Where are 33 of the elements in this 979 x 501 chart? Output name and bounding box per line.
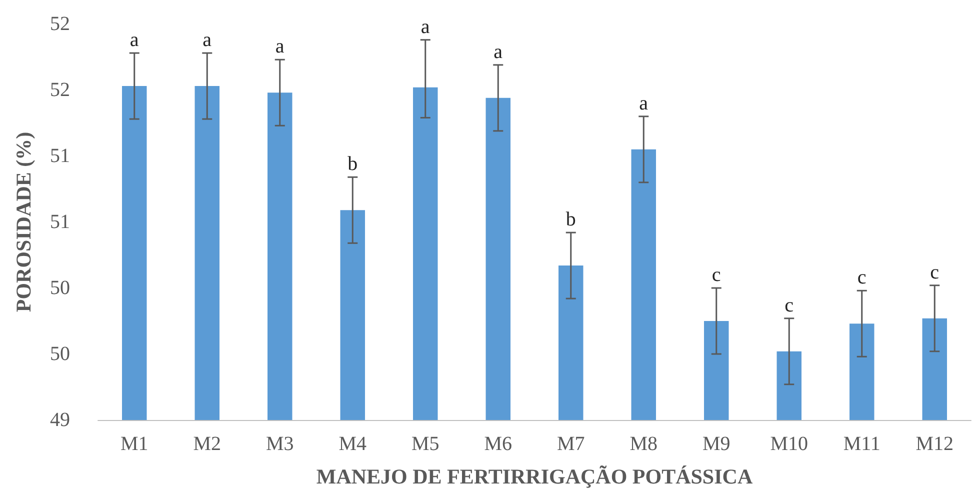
x-tick-label: M10	[770, 433, 808, 455]
y-tick-label: 51	[50, 145, 70, 167]
x-tick-label: M8	[630, 433, 658, 455]
y-axis-title: POROSIDADE (%)	[12, 132, 36, 312]
annotation: c	[930, 261, 940, 284]
y-tick-label: 49	[50, 409, 70, 431]
x-tick-label: M7	[556, 433, 585, 455]
x-tick-label: M2	[193, 433, 222, 455]
annotation: c	[784, 294, 794, 316]
annotation: a	[420, 16, 430, 38]
annotation: a	[130, 29, 139, 52]
y-tick-label: 52	[50, 79, 70, 101]
x-tick-label: M9	[702, 433, 730, 455]
annotation: a	[494, 40, 503, 63]
x-tick-label: M4	[338, 433, 367, 455]
y-tick-label: 52	[50, 13, 70, 35]
x-tick-label: M11	[843, 433, 880, 455]
annotation: b	[348, 153, 358, 176]
x-tick-label: M6	[484, 433, 512, 455]
y-tick-label: 50	[50, 277, 70, 299]
annotation: a	[202, 29, 212, 52]
annotation: c	[857, 266, 866, 289]
annotation: c	[712, 264, 721, 286]
annotation: a	[639, 92, 648, 114]
annotation: b	[566, 208, 576, 231]
y-tick-label: 51	[50, 211, 70, 233]
x-tick-label: M1	[120, 433, 148, 455]
x-tick-label: M5	[411, 433, 440, 455]
x-tick-label: M12	[916, 433, 954, 455]
y-tick-label: 50	[50, 343, 70, 365]
x-tick-label: M3	[266, 433, 294, 455]
x-axis-title: MANEJO DE FERTIRRIGAÇÃO POTÁSSICA	[316, 464, 754, 488]
annotation: a	[275, 36, 284, 58]
